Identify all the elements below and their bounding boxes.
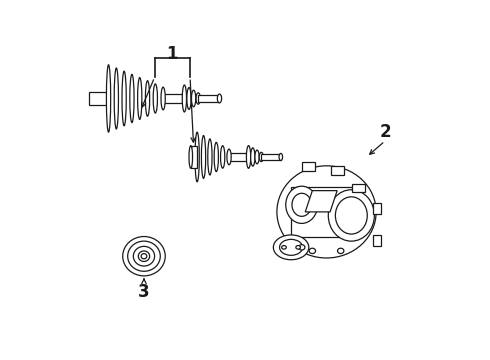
Bar [89, 92, 109, 105]
Ellipse shape [201, 136, 206, 178]
Ellipse shape [251, 148, 255, 166]
Polygon shape [305, 191, 337, 212]
Ellipse shape [280, 239, 303, 255]
Ellipse shape [214, 142, 219, 172]
Ellipse shape [279, 153, 283, 161]
Ellipse shape [146, 81, 149, 116]
Ellipse shape [138, 77, 142, 120]
Bar [163, 94, 184, 103]
Bar [261, 154, 281, 160]
Ellipse shape [153, 84, 157, 113]
Ellipse shape [182, 85, 187, 112]
Bar [372, 235, 381, 246]
Ellipse shape [114, 68, 119, 129]
Bar [198, 95, 220, 102]
Ellipse shape [246, 145, 251, 168]
Ellipse shape [218, 94, 221, 103]
Ellipse shape [122, 237, 165, 276]
Ellipse shape [328, 190, 374, 241]
Ellipse shape [255, 150, 259, 164]
Ellipse shape [338, 248, 344, 253]
Ellipse shape [335, 197, 368, 234]
Ellipse shape [286, 186, 318, 224]
Ellipse shape [208, 139, 212, 175]
Bar [372, 203, 381, 214]
Bar [191, 145, 197, 168]
Bar [331, 166, 343, 175]
Ellipse shape [196, 93, 200, 104]
Ellipse shape [220, 146, 225, 168]
Ellipse shape [192, 90, 196, 107]
Ellipse shape [161, 87, 165, 110]
Ellipse shape [277, 166, 376, 258]
Ellipse shape [282, 246, 286, 249]
Text: 2: 2 [379, 123, 391, 141]
Ellipse shape [106, 65, 111, 132]
Ellipse shape [122, 71, 126, 126]
Bar [291, 187, 355, 237]
Ellipse shape [298, 245, 305, 250]
Text: 1: 1 [167, 45, 178, 63]
Ellipse shape [292, 193, 312, 216]
Ellipse shape [273, 235, 309, 260]
Bar [229, 153, 248, 161]
Ellipse shape [130, 75, 134, 123]
Text: 3: 3 [138, 283, 150, 301]
Ellipse shape [133, 246, 155, 266]
Bar [302, 162, 315, 171]
Ellipse shape [128, 241, 160, 271]
Ellipse shape [259, 152, 264, 162]
Ellipse shape [296, 246, 300, 249]
Ellipse shape [189, 145, 193, 168]
Bar [352, 184, 365, 192]
Ellipse shape [141, 253, 147, 259]
Ellipse shape [187, 87, 191, 109]
Ellipse shape [195, 132, 199, 182]
Ellipse shape [227, 149, 231, 165]
Ellipse shape [138, 251, 149, 261]
Ellipse shape [309, 248, 316, 253]
